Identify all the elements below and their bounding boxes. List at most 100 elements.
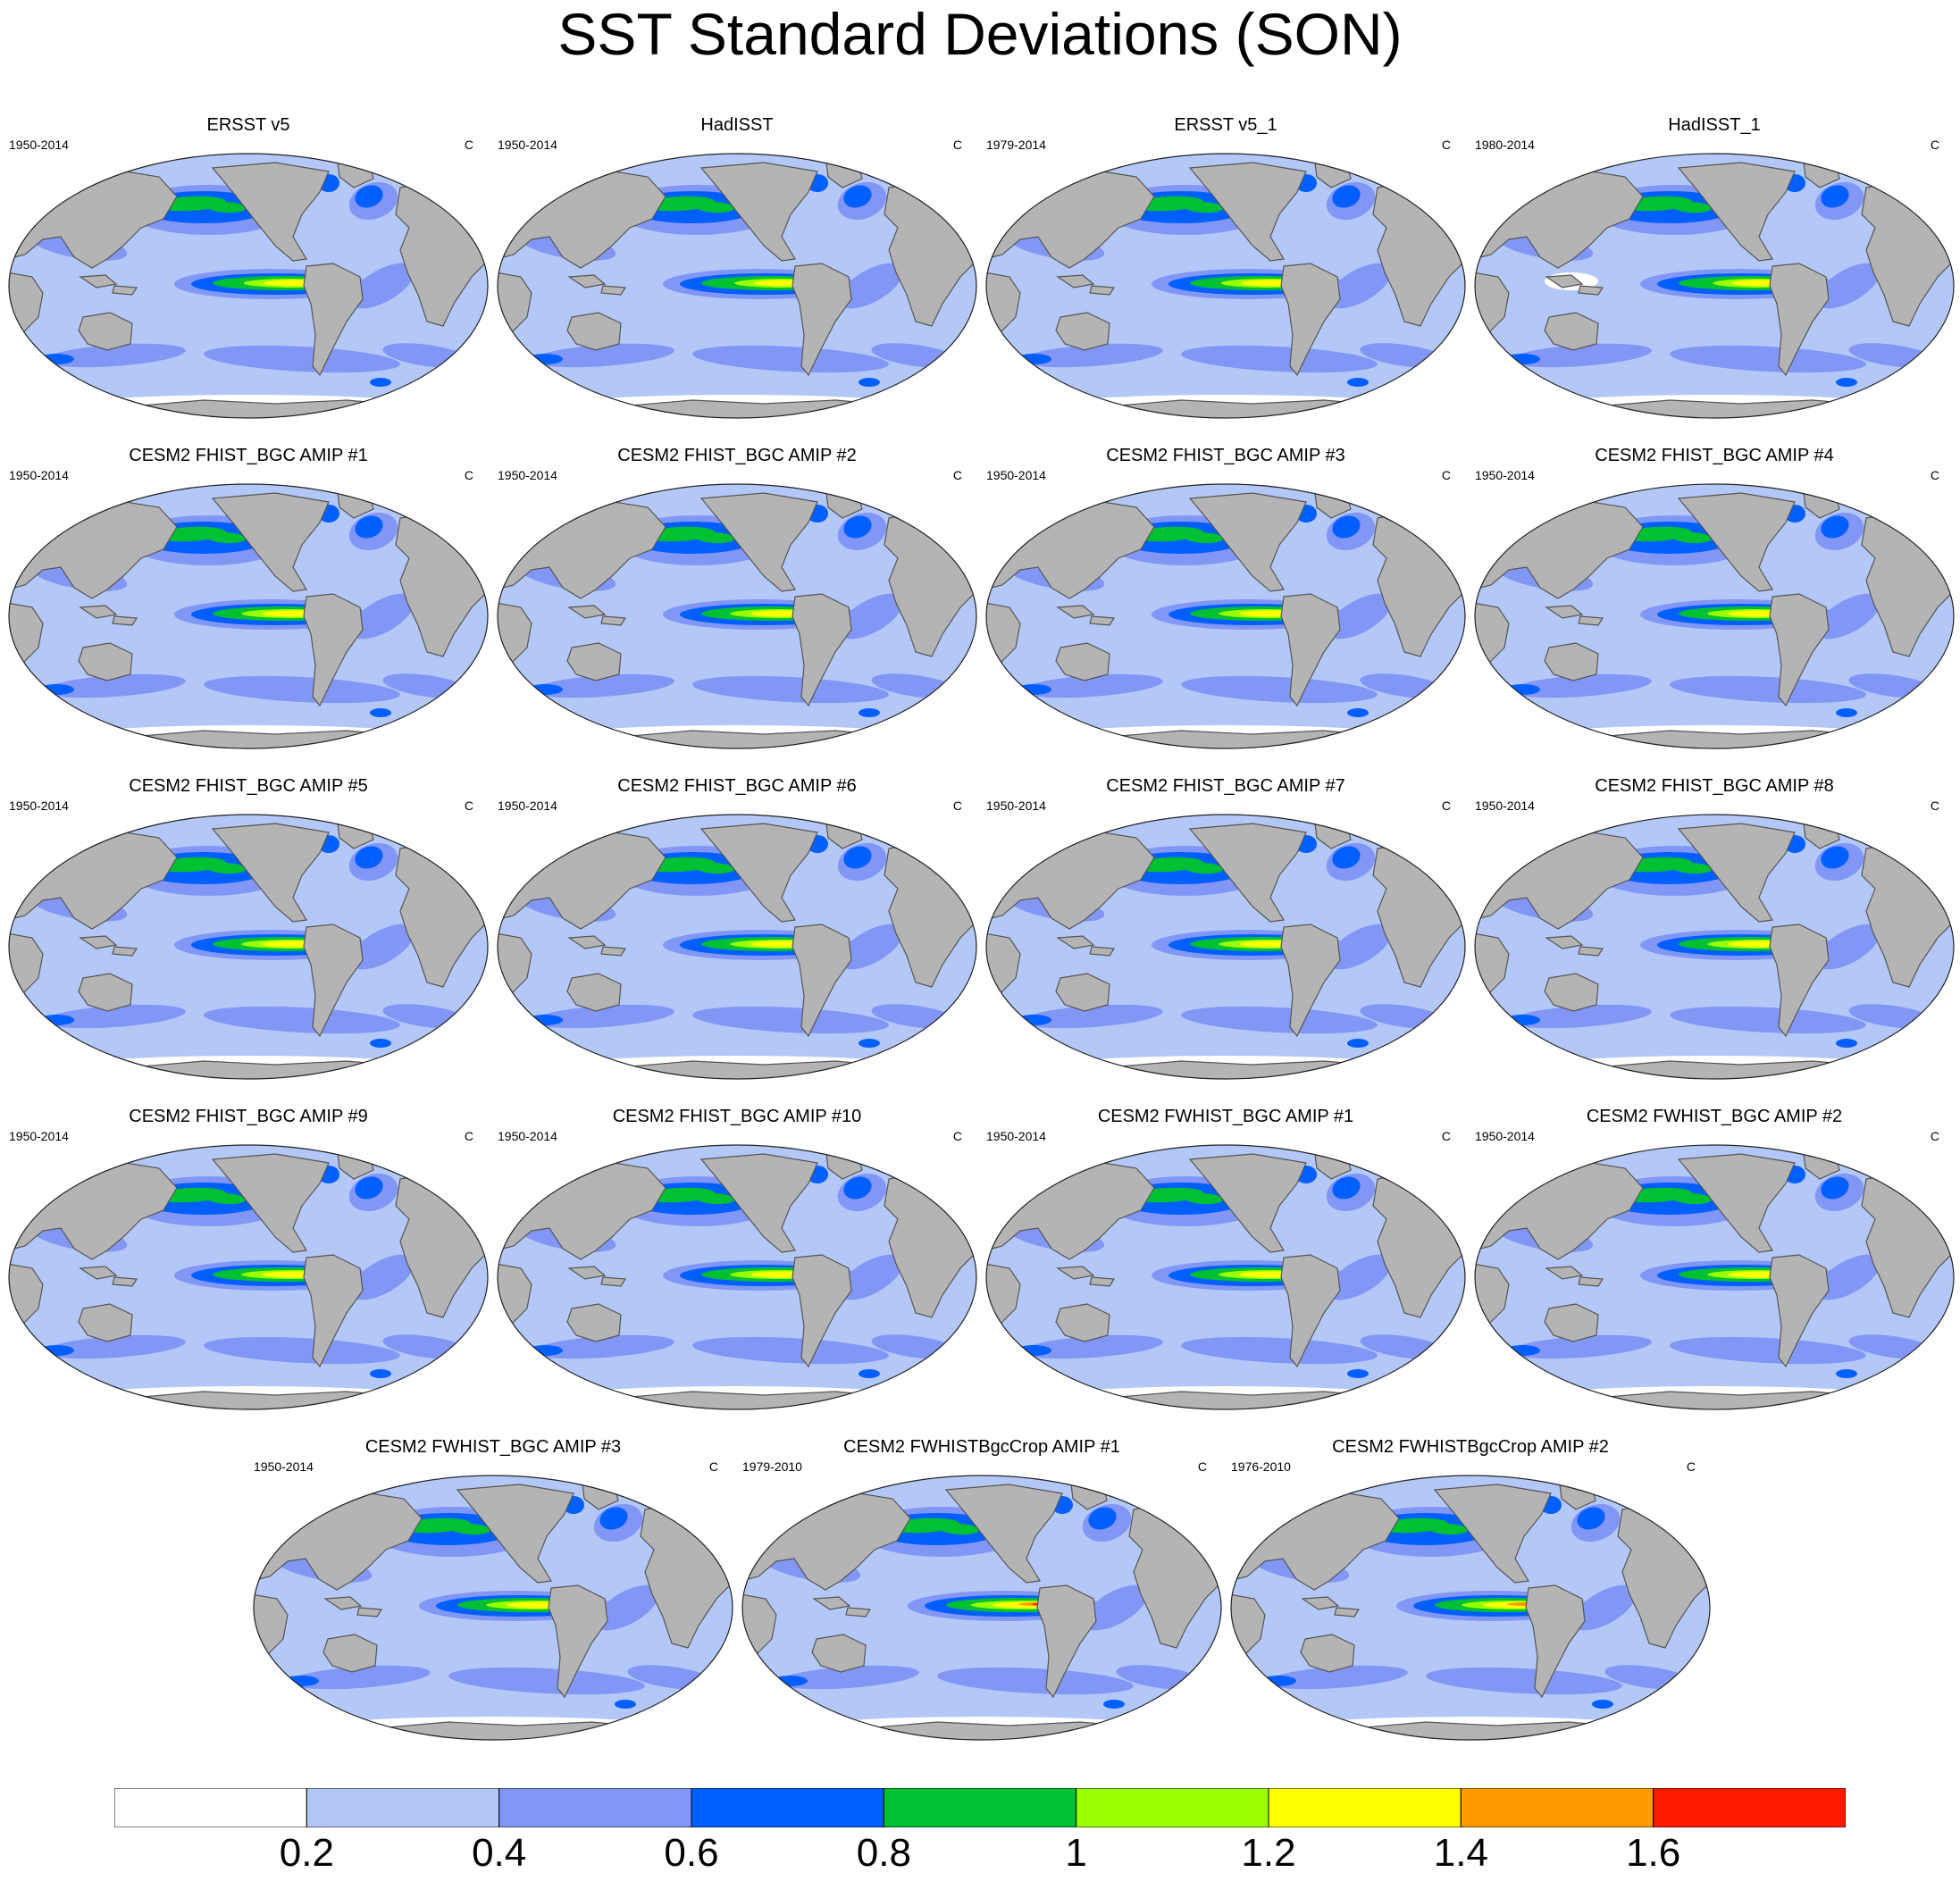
- world-map: [497, 483, 977, 749]
- land-mass: [1334, 1607, 1361, 1618]
- panel-title: CESM2 FHIST_BGC AMIP #1: [129, 446, 368, 465]
- colorbar-tick-label: 1.4: [1433, 1831, 1488, 1875]
- land-mass: [1578, 615, 1604, 626]
- land-mass: [1188, 492, 1307, 592]
- world-map: [741, 1475, 1222, 1741]
- world-map: [985, 153, 1466, 419]
- colorbar-swatch: [1460, 1788, 1654, 1827]
- panel-period: 1950-2014: [498, 798, 557, 813]
- panel-unit: C: [952, 1129, 962, 1143]
- land-mass: [79, 935, 118, 949]
- land-mass: [600, 946, 627, 957]
- land-mass: [1544, 973, 1599, 1012]
- panel-unit: C: [1441, 798, 1451, 813]
- panel-unit: C: [1197, 1459, 1207, 1474]
- land-mass: [1490, 730, 1947, 748]
- world-map: [8, 153, 489, 419]
- panel-title: CESM2 FHIST_BGC AMIP #2: [617, 446, 857, 465]
- land-mass: [1089, 615, 1116, 626]
- land-mass: [792, 593, 852, 707]
- panel-period: 1950-2014: [1475, 1129, 1535, 1143]
- land-mass: [811, 1634, 867, 1673]
- land-mass: [548, 1584, 608, 1699]
- panel-unit: C: [464, 138, 473, 152]
- land-mass: [1769, 263, 1830, 377]
- colorbar-tick-label: 1.6: [1626, 1831, 1681, 1875]
- land-mass: [1544, 312, 1599, 351]
- panel-period: 1950-2014: [9, 468, 69, 482]
- land-mass: [1001, 730, 1459, 748]
- panel-period: 1976-2010: [1231, 1459, 1291, 1474]
- panel-unit: C: [1686, 1459, 1696, 1474]
- colorbar-tick-label: 0.4: [472, 1831, 527, 1875]
- land-mass: [567, 605, 607, 619]
- land-mass: [1280, 263, 1341, 377]
- panel-period: 1979-2010: [742, 1459, 802, 1474]
- land-mass: [211, 823, 330, 923]
- panel-title: ERSST v5_1: [1174, 115, 1277, 135]
- figure-title: SST Standard Deviations (SON): [557, 1, 1403, 67]
- land-mass: [1001, 399, 1459, 418]
- map-panel: CESM2 FWHISTBgcCrop AMIP #1 1979-2010 C: [741, 1436, 1223, 1744]
- world-map: [497, 814, 977, 1080]
- map-panel: CESM2 FHIST_BGC AMIP #7 1950-2014 C: [984, 775, 1467, 1083]
- land-mass: [78, 1303, 133, 1342]
- land-mass: [1677, 1153, 1796, 1253]
- land-mass: [1089, 946, 1116, 957]
- land-mass: [1433, 1484, 1552, 1584]
- world-map: [8, 483, 489, 749]
- land-mass: [1769, 924, 1830, 1038]
- sst-field: [986, 484, 1465, 748]
- land-mass: [322, 1634, 378, 1673]
- land-mass: [303, 263, 364, 377]
- colorbar-tick-label: 0.6: [664, 1831, 719, 1875]
- land-mass: [1056, 605, 1095, 619]
- land-mass: [323, 1596, 363, 1610]
- sst-field: [498, 1145, 976, 1409]
- world-map: [1474, 1144, 1955, 1410]
- panel-unit: C: [1441, 1129, 1451, 1143]
- map-panel: CESM2 FWHISTBgcCrop AMIP #2 1976-2010 C: [1229, 1436, 1712, 1744]
- land-mass: [1490, 399, 1947, 418]
- panel-period: 1950-2014: [9, 138, 69, 152]
- land-mass: [1578, 1276, 1604, 1287]
- land-mass: [112, 615, 138, 626]
- land-mass: [1544, 1303, 1599, 1342]
- land-mass: [1056, 1266, 1095, 1280]
- panel-period: 1950-2014: [254, 1459, 314, 1474]
- land-mass: [1677, 162, 1796, 262]
- panel-title: CESM2 FWHIST_BGC AMIP #1: [1097, 1107, 1354, 1126]
- panel-unit: C: [1930, 468, 1939, 482]
- panel-title: HadISST: [700, 115, 774, 135]
- land-mass: [1578, 285, 1604, 296]
- panel-unit: C: [1441, 468, 1451, 482]
- land-mass: [1246, 1721, 1704, 1740]
- panel-unit: C: [464, 1129, 473, 1143]
- land-mass: [112, 946, 138, 957]
- map-panel: CESM2 FHIST_BGC AMIP #4 1950-2014 C: [1473, 445, 1956, 753]
- world-map: [1474, 814, 1955, 1080]
- land-mass: [699, 1153, 818, 1253]
- land-mass: [792, 1254, 852, 1368]
- land-mass: [1036, 1584, 1097, 1699]
- map-panel: CESM2 FHIST_BGC AMIP #5 1950-2014 C: [7, 775, 490, 1083]
- land-mass: [269, 1721, 726, 1740]
- panel-unit: C: [952, 138, 962, 152]
- land-mass: [1545, 605, 1584, 619]
- land-mass: [456, 1484, 574, 1584]
- land-mass: [211, 492, 330, 592]
- panel-title: CESM2 FHIST_BGC AMIP #8: [1595, 776, 1834, 796]
- land-mass: [944, 1484, 1063, 1584]
- land-mass: [1089, 285, 1116, 296]
- colorbar-tick-label: 1.2: [1241, 1831, 1296, 1875]
- land-mass: [566, 312, 622, 351]
- map-panel: CESM2 FHIST_BGC AMIP #3 1950-2014 C: [984, 445, 1467, 753]
- land-mass: [513, 399, 970, 418]
- panel-title: CESM2 FHIST_BGC AMIP #7: [1106, 776, 1345, 796]
- panel-title: CESM2 FWHISTBgcCrop AMIP #1: [843, 1437, 1120, 1457]
- panel-title: CESM2 FWHISTBgcCrop AMIP #2: [1332, 1437, 1609, 1457]
- map-panel: ERSST v5 1950-2014 C: [7, 114, 490, 422]
- world-map: [1230, 1475, 1711, 1741]
- land-mass: [78, 312, 133, 351]
- world-map: [8, 814, 489, 1080]
